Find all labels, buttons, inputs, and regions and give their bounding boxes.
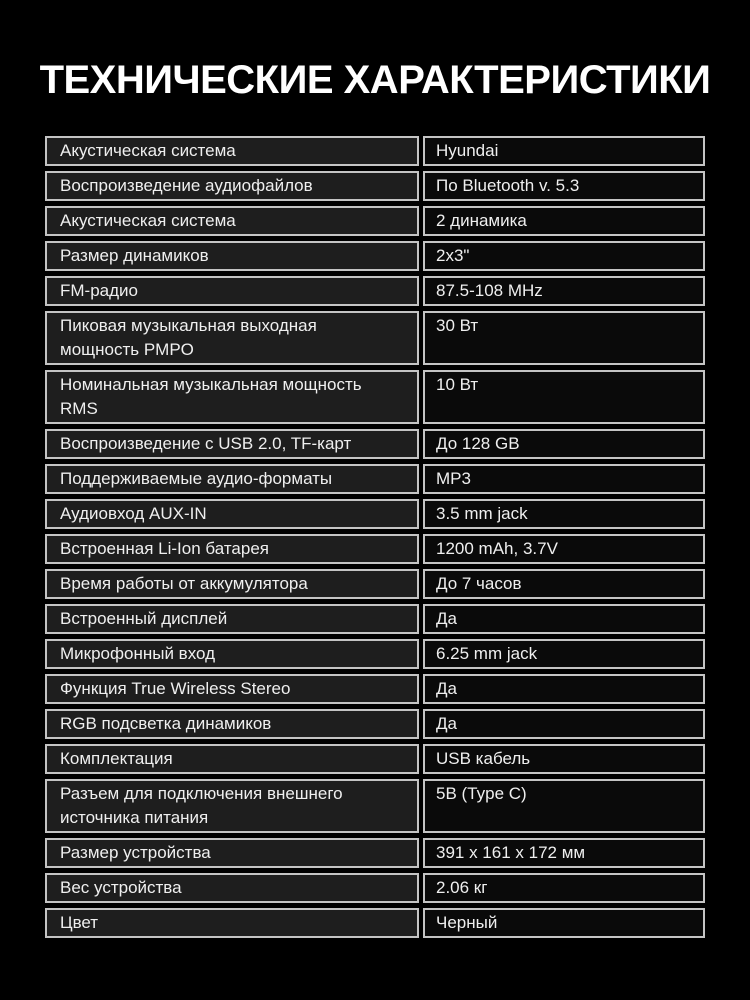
table-row: Пиковая музыкальная выходная мощность PM… [45, 311, 705, 365]
spec-label: Воспроизведение с USB 2.0, TF-карт [45, 429, 419, 459]
spec-value: 3.5 mm jack [423, 499, 705, 529]
spec-label: Акустическая система [45, 206, 419, 236]
spec-label: Воспроизведение аудиофайлов [45, 171, 419, 201]
table-row: Время работы от аккумулятора До 7 часов [45, 569, 705, 599]
spec-value: 391 х 161 х 172 мм [423, 838, 705, 868]
table-row: Разъем для подключения внешнего источник… [45, 779, 705, 833]
spec-value: 1200 mAh, 3.7V [423, 534, 705, 564]
spec-label: Пиковая музыкальная выходная мощность PM… [45, 311, 419, 365]
table-row: Акустическая система Hyundai [45, 136, 705, 166]
spec-value: До 7 часов [423, 569, 705, 599]
spec-label: Аудиовход AUX-IN [45, 499, 419, 529]
spec-label: Вес устройства [45, 873, 419, 903]
spec-label: FM-радио [45, 276, 419, 306]
spec-label: Разъем для подключения внешнего источник… [45, 779, 419, 833]
spec-label: Встроенная Li-Ion батарея [45, 534, 419, 564]
spec-label: RGB подсветка динамиков [45, 709, 419, 739]
spec-value: До 128 GB [423, 429, 705, 459]
spec-value: 5В (Type C) [423, 779, 705, 833]
table-row: Номинальная музыкальная мощность RMS 10 … [45, 370, 705, 424]
spec-value: 2 динамика [423, 206, 705, 236]
spec-label: Цвет [45, 908, 419, 938]
spec-value: 2x3" [423, 241, 705, 271]
spec-value: 2.06 кг [423, 873, 705, 903]
spec-label: Функция True Wireless Stereo [45, 674, 419, 704]
spec-label: Комплектация [45, 744, 419, 774]
spec-value: USB кабель [423, 744, 705, 774]
spec-label: Время работы от аккумулятора [45, 569, 419, 599]
table-row: Микрофонный вход 6.25 mm jack [45, 639, 705, 669]
table-row: Функция True Wireless Stereo Да [45, 674, 705, 704]
spec-value: По Bluetooth v. 5.3 [423, 171, 705, 201]
table-row: Воспроизведение аудиофайлов По Bluetooth… [45, 171, 705, 201]
spec-value: 30 Вт [423, 311, 705, 365]
table-row: Комплектация USB кабель [45, 744, 705, 774]
spec-label: Акустическая система [45, 136, 419, 166]
table-row: RGB подсветка динамиков Да [45, 709, 705, 739]
table-row: Поддерживаемые аудио-форматы MP3 [45, 464, 705, 494]
spec-value: Черный [423, 908, 705, 938]
table-row: Цвет Черный [45, 908, 705, 938]
table-row: FM-радио 87.5-108 MHz [45, 276, 705, 306]
spec-label: Номинальная музыкальная мощность RMS [45, 370, 419, 424]
spec-value: Да [423, 709, 705, 739]
table-row: Аудиовход AUX-IN 3.5 mm jack [45, 499, 705, 529]
spec-value: Да [423, 604, 705, 634]
table-row: Вес устройства 2.06 кг [45, 873, 705, 903]
spec-label: Поддерживаемые аудио-форматы [45, 464, 419, 494]
spec-value: 10 Вт [423, 370, 705, 424]
table-row: Акустическая система 2 динамика [45, 206, 705, 236]
table-row: Размер динамиков 2x3" [45, 241, 705, 271]
spec-value: 87.5-108 MHz [423, 276, 705, 306]
spec-label: Встроенный дисплей [45, 604, 419, 634]
spec-label: Размер динамиков [45, 241, 419, 271]
spec-label: Микрофонный вход [45, 639, 419, 669]
page-title: ТЕХНИЧЕСКИЕ ХАРАКТЕРИСТИКИ [39, 58, 711, 102]
spec-label: Размер устройства [45, 838, 419, 868]
table-row: Воспроизведение с USB 2.0, TF-карт До 12… [45, 429, 705, 459]
spec-table: Акустическая система Hyundai Воспроизвед… [45, 136, 705, 938]
spec-value: Да [423, 674, 705, 704]
table-row: Встроенный дисплей Да [45, 604, 705, 634]
spec-value: Hyundai [423, 136, 705, 166]
spec-value: 6.25 mm jack [423, 639, 705, 669]
table-row: Встроенная Li-Ion батарея 1200 mAh, 3.7V [45, 534, 705, 564]
table-row: Размер устройства 391 х 161 х 172 мм [45, 838, 705, 868]
spec-value: MP3 [423, 464, 705, 494]
